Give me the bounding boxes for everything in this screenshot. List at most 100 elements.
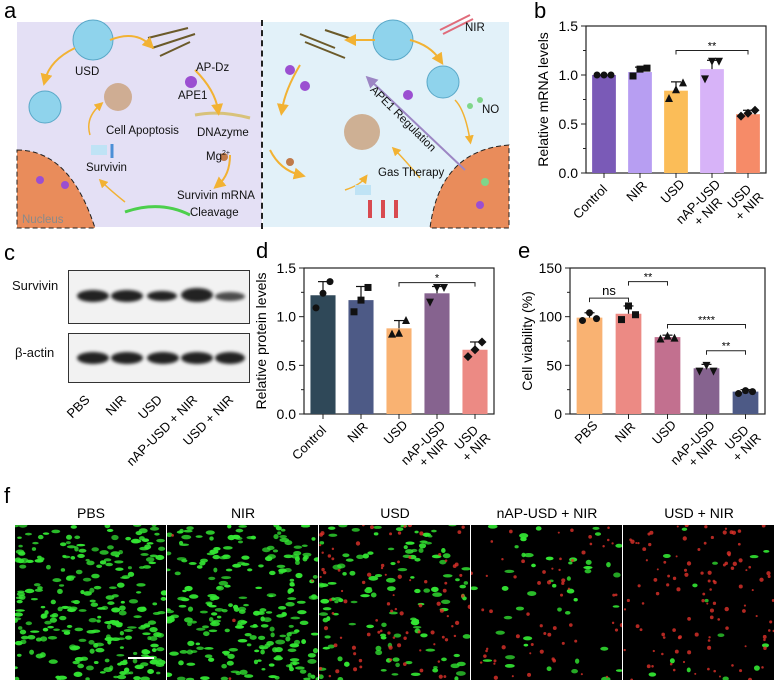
significance-bracket [589,297,629,303]
dead-cell [408,555,412,559]
live-cell [527,591,537,597]
live-cell [261,667,266,671]
panel-label-f: f [4,483,11,508]
diagram-divider [261,20,263,229]
x-tick-label: PBS [572,417,601,446]
dead-cell [648,542,652,547]
live-cell [552,583,557,588]
live-cell [111,607,121,613]
live-cell [144,544,152,550]
dead-cell [678,635,682,639]
live-cell [240,562,250,566]
live-cell [186,649,194,655]
live-cell [310,674,316,679]
live-cell [179,650,188,654]
live-cell [18,544,23,548]
live-cell [203,631,210,637]
live-cell [99,550,109,555]
dead-cell [763,638,766,642]
live-cell [338,525,348,528]
dead-cell [682,536,687,541]
dead-cell [642,547,647,552]
data-point [672,85,680,94]
live-cell [293,629,300,633]
y-tick-label: 150 [539,260,563,276]
live-cell [269,570,276,576]
dead-cell [663,560,667,564]
dead-cell [461,594,465,598]
live-cell [118,610,127,616]
live-cell [342,553,350,558]
dead-cell [444,581,448,585]
live-cell [459,584,467,589]
live-cell [152,602,158,606]
label-mg-superscript: 2+ [221,150,230,157]
dead-cell [570,528,574,532]
live-cell [169,651,179,656]
dead-cell [647,532,651,536]
data-point [632,311,639,319]
dead-cell [319,544,322,547]
live-cell [196,646,204,650]
dead-cell [724,527,728,530]
live-cell [249,635,257,640]
live-cell [131,539,142,544]
live-cell [692,583,698,588]
x-tick-label-group: USD [649,417,679,447]
live-cell [276,614,285,618]
live-cell [501,586,509,591]
live-cell [155,663,165,667]
bar [462,349,488,414]
dead-cell [697,548,701,551]
live-cell [150,643,159,648]
live-cell [366,624,375,629]
live-cell [111,594,119,598]
live-cell [106,528,114,532]
live-cell [182,589,187,593]
live-cell [256,659,262,662]
live-cell [116,582,125,588]
live-cell [364,587,373,594]
live-cell [227,653,235,660]
live-cell [82,577,92,582]
live-cell [285,602,295,607]
dead-cell [682,660,686,664]
dead-cell [333,643,338,648]
downregulation-arrows [368,200,398,218]
live-cell [348,622,357,626]
nucleus-left [16,149,96,229]
live-cell [195,642,201,646]
live-cell [107,545,114,550]
live-cell [303,677,311,680]
live-cell [523,552,534,558]
dead-cell [471,571,473,576]
dead-cell [574,639,578,643]
live-cell [254,649,260,653]
live-cell [301,544,308,547]
live-cell [310,632,318,636]
live-cell [167,551,172,556]
live-cell [167,672,173,677]
live-cell [520,536,527,542]
dead-cell [645,559,648,562]
live-cell [300,525,311,528]
live-cell [133,615,142,619]
live-cell [253,659,259,665]
significance-bracket [667,323,746,329]
live-cell [213,546,221,551]
dead-cell [727,553,731,557]
live-cell [221,650,231,655]
live-cell [448,525,457,527]
live-cell [27,635,36,640]
dead-cell [761,525,766,528]
live-cell [31,547,37,551]
live-cell [521,552,526,558]
dead-cell [725,626,729,630]
dead-cell [375,619,378,622]
live-cell [374,573,383,578]
live-cell [123,629,133,632]
dead-cell [489,609,493,614]
live-cell [303,555,309,560]
dead-cell [738,584,743,589]
